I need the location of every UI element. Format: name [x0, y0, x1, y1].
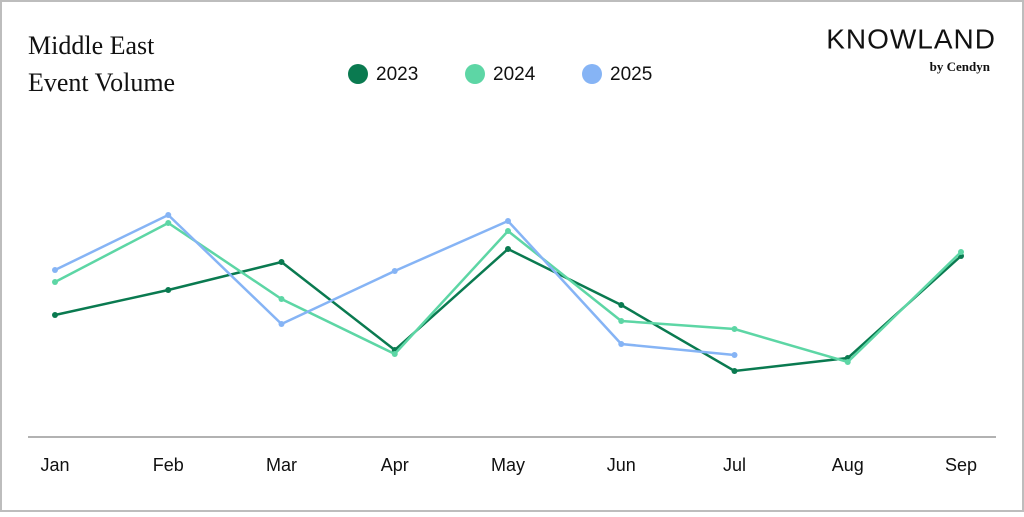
point — [391, 351, 398, 357]
point — [618, 302, 625, 308]
x-tick-label: Jul — [723, 455, 746, 475]
point — [391, 268, 398, 274]
point — [165, 287, 172, 293]
point — [278, 321, 285, 327]
logo-byline: by Cendyn — [930, 59, 991, 74]
point — [505, 228, 511, 234]
point — [731, 352, 738, 358]
point — [731, 326, 738, 332]
point — [618, 341, 625, 347]
x-tick-label: Sep — [945, 455, 977, 475]
point — [52, 312, 58, 318]
x-tick-label: Jun — [607, 455, 636, 475]
x-tick-label: Feb — [153, 455, 184, 475]
x-tick-label: Apr — [381, 455, 409, 475]
point — [731, 368, 738, 374]
point — [958, 249, 964, 255]
point — [505, 218, 511, 224]
point — [52, 279, 58, 285]
legend-swatch — [465, 64, 485, 84]
point — [278, 259, 285, 265]
chart-title: Middle East — [28, 31, 155, 60]
logo: KNOWLAND — [826, 23, 996, 54]
legend-label: 2023 — [376, 64, 418, 85]
point — [505, 246, 511, 252]
point — [165, 220, 172, 226]
legend-label: 2024 — [493, 64, 536, 85]
x-tick-label: May — [491, 455, 525, 475]
point — [618, 318, 625, 324]
x-tick-label: Mar — [266, 455, 297, 475]
legend-swatch — [348, 64, 368, 84]
chart-title: Event Volume — [28, 68, 175, 97]
legend-label: 2025 — [610, 64, 652, 85]
point — [278, 296, 285, 302]
point — [844, 359, 851, 365]
point — [52, 267, 58, 273]
point — [165, 212, 172, 218]
x-tick-label: Jan — [40, 455, 69, 475]
legend-swatch — [582, 64, 602, 84]
x-tick-label: Aug — [832, 455, 864, 475]
